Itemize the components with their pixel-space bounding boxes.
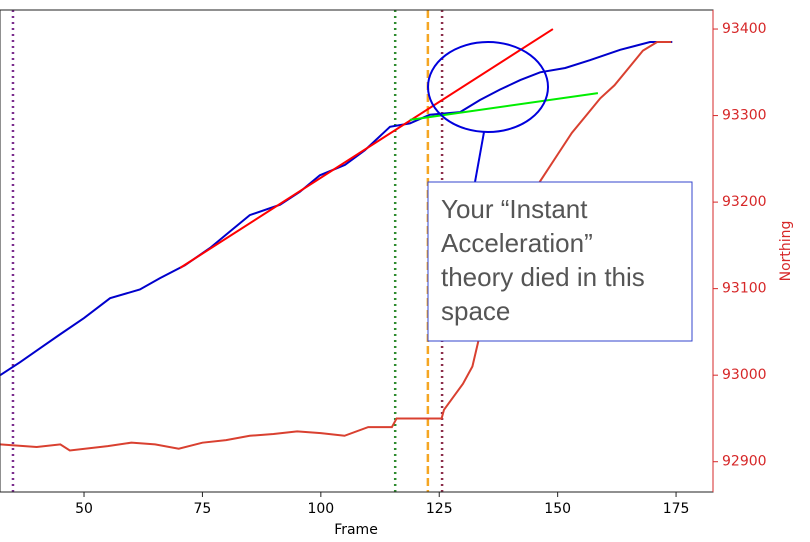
x-tick-label: 50 [75,501,93,517]
annotation-line: Acceleration” [441,228,593,258]
data-line [179,28,554,269]
data-line [409,92,599,121]
x-tick-label: 125 [426,501,453,517]
x-tick-label: 75 [194,501,212,517]
x-axis-label: Frame [334,522,378,538]
highlight-ellipse [427,41,549,133]
data-line [0,41,672,452]
y2-tick-label: 92900 [722,454,767,470]
y2-tick-label: 93000 [722,367,767,383]
y2-axis-label: Northing [778,221,794,282]
x-tick-label: 150 [544,501,571,517]
callout-line [474,131,485,183]
y2-tick-label: 93400 [722,21,767,37]
y2-tick-label: 93200 [722,194,767,210]
callout-box [427,181,693,342]
annotation-line: Your “Instant [441,194,588,224]
annotation-line: theory died in this [441,262,645,292]
annotation-line: space [441,296,510,326]
x-tick-label: 175 [663,501,690,517]
y2-tick-label: 93100 [722,281,767,297]
x-tick-label: 100 [307,501,334,517]
y2-tick-label: 93300 [722,108,767,124]
